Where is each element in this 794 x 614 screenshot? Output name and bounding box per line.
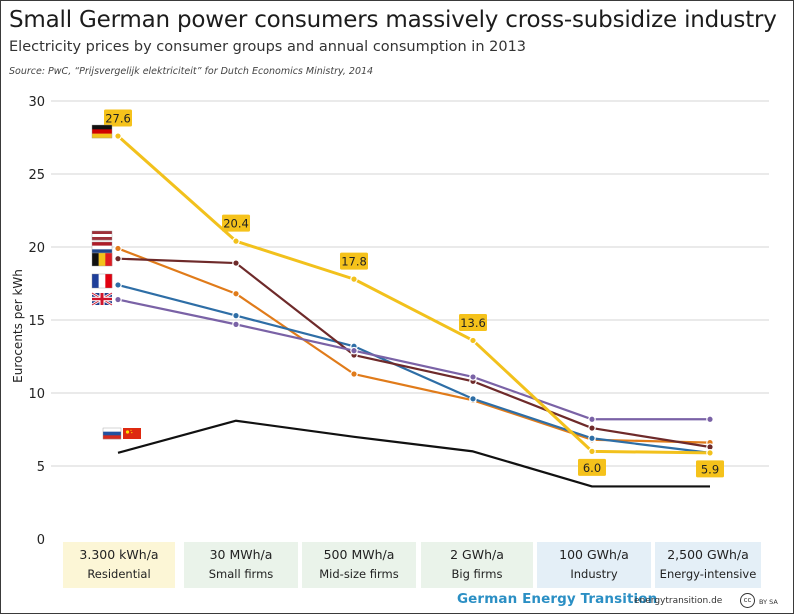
brand-name: German Energy Transition — [457, 591, 658, 607]
data-point — [232, 289, 240, 298]
data-label-bg — [104, 109, 132, 127]
data-point — [232, 320, 240, 329]
uk-flag — [91, 291, 113, 307]
data-point — [114, 244, 122, 253]
netherlands-flag — [91, 241, 113, 254]
category-description: Small firms — [208, 567, 274, 581]
data-point — [114, 132, 122, 140]
data-point — [114, 281, 122, 289]
data-label-bg — [340, 252, 368, 270]
source-note: Source: PwC, “Prijsvergelijk elektricite… — [9, 66, 374, 77]
data-label: 27.6 — [105, 112, 131, 126]
data-point — [350, 370, 358, 378]
series-germany — [114, 132, 714, 457]
category-volume: 30 MWh/a — [209, 547, 273, 562]
data-label: 6.0 — [583, 461, 601, 475]
series-line — [117, 257, 711, 449]
russia-flag — [102, 427, 122, 440]
category-box: 100 GWh/a Industry — [537, 542, 651, 588]
category-volume: 2 GWh/a — [450, 547, 504, 562]
series-line — [117, 247, 711, 444]
data-point — [588, 415, 596, 424]
y-tick-label: 15 — [28, 314, 45, 329]
data-label-bg — [222, 214, 250, 232]
category-volume: 100 GWh/a — [559, 547, 629, 562]
chart-title: Small German power consumers massively c… — [9, 7, 777, 33]
data-label-bg — [459, 313, 487, 331]
category-description: Residential — [87, 567, 151, 581]
category-box: 30 MWh/a Small firms — [184, 542, 298, 588]
data-point — [350, 346, 358, 355]
data-point — [469, 373, 477, 381]
france-flag — [91, 273, 113, 289]
category-volume: 500 MWh/a — [323, 547, 395, 562]
series-netherlands — [114, 244, 714, 447]
category-box: 2 GWh/a Big firms — [421, 542, 533, 588]
category-box: 500 MWh/a Mid-size firms — [302, 542, 416, 588]
series-russia-china — [117, 419, 710, 488]
data-point — [706, 415, 714, 424]
data-point — [469, 336, 477, 345]
y-tick-label: 30 — [28, 95, 45, 110]
y-tick-label: 20 — [28, 241, 45, 256]
category-box: 3.300 kWh/a Residential — [63, 542, 175, 588]
chart-subtitle: Electricity prices by consumer groups an… — [9, 39, 527, 55]
license-text: BY SA — [759, 598, 778, 606]
series-line — [117, 283, 711, 454]
china-flag — [123, 428, 141, 439]
y-tick-label: 0 — [37, 533, 45, 548]
data-label-bg — [696, 460, 724, 478]
category-volume: 3.300 kWh/a — [79, 547, 159, 562]
category-description: Industry — [570, 567, 618, 581]
y-tick-label: 10 — [28, 387, 45, 402]
data-label: 20.4 — [223, 217, 249, 231]
site-url[interactable]: energytransition.de — [634, 596, 723, 606]
data-label: 5.9 — [701, 462, 719, 476]
series-belgium — [114, 254, 714, 451]
data-point — [588, 434, 596, 443]
data-point — [350, 275, 358, 283]
data-point — [114, 254, 122, 263]
data-label-bg — [578, 458, 606, 476]
data-point — [469, 395, 477, 403]
y-tick-label: 5 — [37, 460, 45, 475]
data-point — [232, 237, 240, 245]
series-line — [117, 134, 711, 455]
category-description: Big firms — [451, 567, 503, 581]
series-line — [117, 298, 710, 421]
category-box: 2,500 GWh/a Energy-intensive — [655, 542, 761, 588]
germany-flag — [91, 124, 113, 139]
data-point — [114, 295, 122, 304]
series-line — [117, 419, 710, 488]
series-united-kingdom — [114, 295, 714, 424]
data-point — [588, 424, 596, 432]
data-point — [588, 447, 596, 456]
category-description: Energy-intensive — [659, 567, 757, 581]
latvia-flag — [91, 230, 113, 241]
data-label: 17.8 — [341, 255, 367, 269]
category-volume: 2,500 GWh/a — [667, 547, 749, 562]
data-point — [232, 311, 240, 320]
cc-license-icon: cc — [740, 593, 755, 608]
belgium-flag — [91, 252, 113, 267]
y-tick-label: 25 — [28, 168, 45, 183]
category-description: Mid-size firms — [319, 567, 399, 581]
data-point — [706, 449, 714, 457]
y-axis-label: Eurocents per kWh — [11, 269, 25, 383]
data-label: 13.6 — [460, 316, 486, 330]
data-point — [232, 259, 240, 267]
